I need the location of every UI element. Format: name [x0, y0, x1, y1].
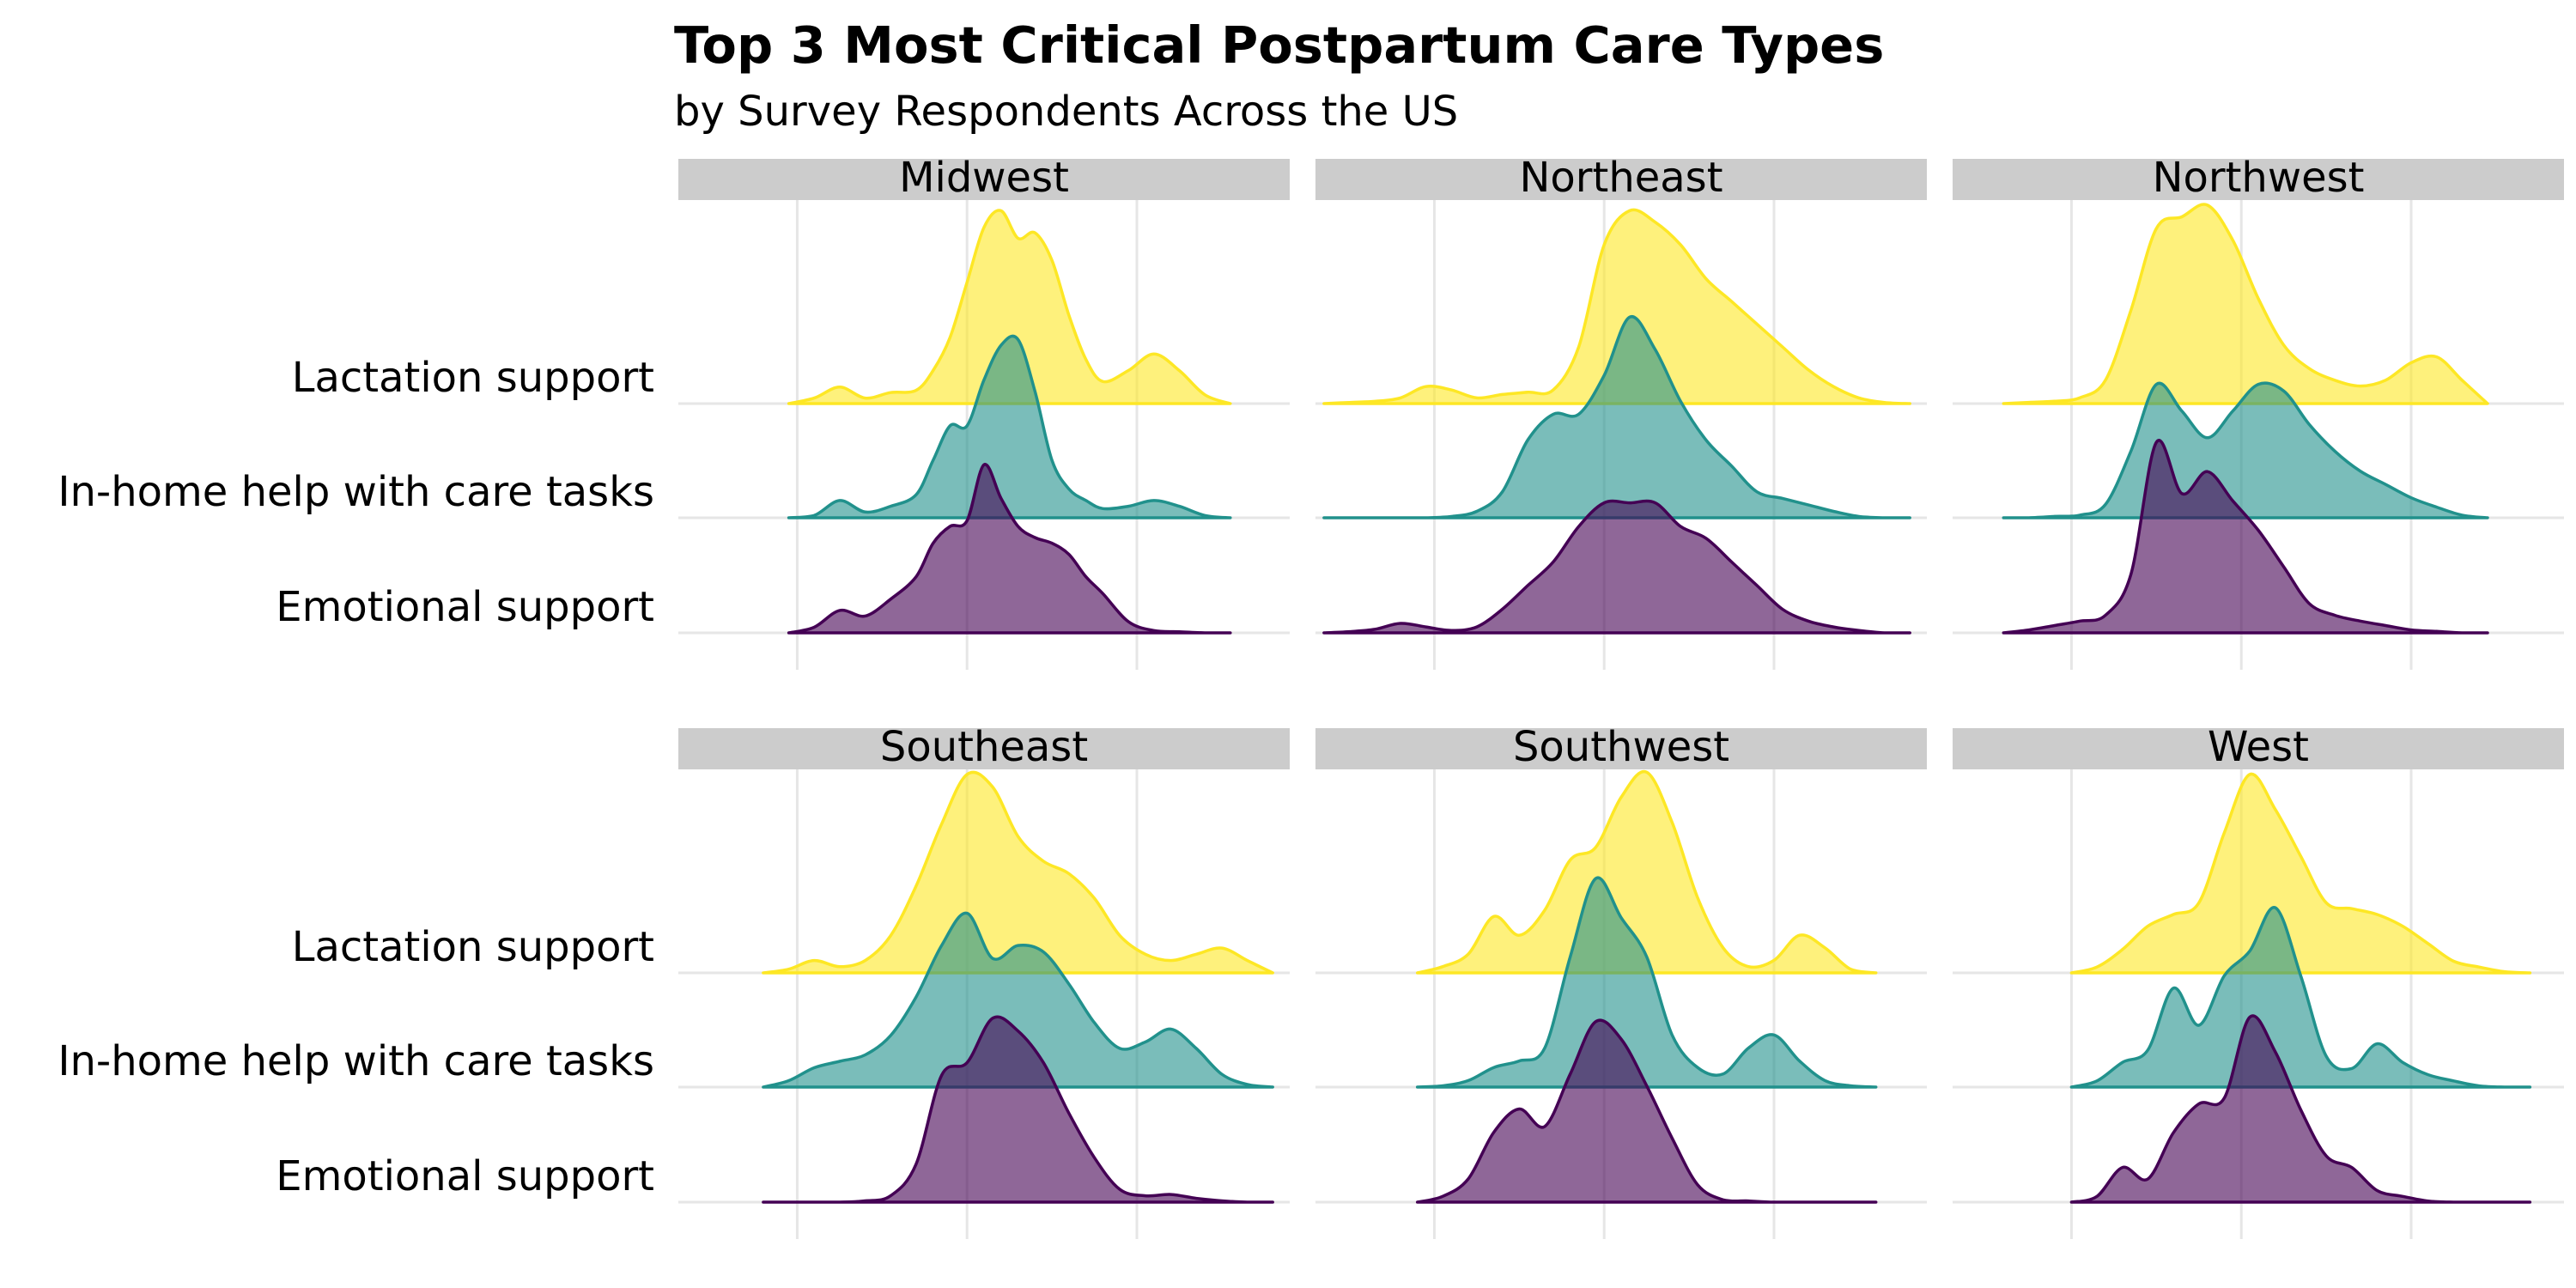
facet-strip-southeast	[678, 728, 1290, 769]
ridge-midwest-in-home-help	[787, 334, 1232, 519]
y-tick-label-lactation-support-row2: Lactation support	[292, 923, 654, 971]
ridge-southeast-in-home-help	[762, 911, 1274, 1089]
facet-strip-northwest	[1953, 159, 2564, 200]
facet-northeast: Northeast	[1315, 154, 1927, 670]
ridge-southeast-lactation-support	[762, 770, 1274, 975]
facet-southwest: Southwest	[1315, 723, 1927, 1239]
ridge-northwest-in-home-help	[2002, 381, 2489, 519]
chart-title: Top 3 Most Critical Postpartum Care Type…	[674, 15, 1885, 75]
facet-west: West	[1953, 723, 2564, 1239]
ridge-west-in-home-help	[2069, 906, 2532, 1089]
facet-label-midwest: Midwest	[899, 154, 1069, 202]
ridge-southeast-emotional-support	[762, 1015, 1274, 1204]
facet-label-northwest: Northwest	[2153, 154, 2365, 202]
facet-southeast: Southeast	[678, 723, 1290, 1239]
y-tick-label-in-home-help-row2: In-home help with care tasks	[58, 1037, 654, 1085]
y-tick-label-in-home-help-row1: In-home help with care tasks	[58, 468, 654, 516]
y-tick-label-lactation-support-row1: Lactation support	[292, 354, 654, 402]
ridge-west-lactation-support	[2069, 772, 2532, 975]
chart-subtitle: by Survey Respondents Across the US	[674, 88, 1459, 136]
facet-strip-midwest	[678, 159, 1290, 200]
ridge-northeast-lactation-support	[1322, 208, 1911, 405]
ridge-southwest-emotional-support	[1415, 1018, 1878, 1204]
ridge-northeast-in-home-help	[1322, 315, 1911, 519]
facet-strip-southwest	[1315, 728, 1927, 769]
facet-label-west: West	[2208, 723, 2309, 771]
facet-strip-northeast	[1315, 159, 1927, 200]
ridge-southwest-in-home-help	[1415, 876, 1878, 1089]
ridge-northwest-lactation-support	[2002, 203, 2489, 405]
ridge-northeast-emotional-support	[1322, 499, 1911, 635]
ridge-northwest-emotional-support	[2002, 439, 2489, 635]
facet-strip-west	[1953, 728, 2564, 769]
ridge-southwest-lactation-support	[1415, 769, 1878, 975]
facet-midwest: Midwest	[678, 154, 1290, 670]
facet-label-southwest: Southwest	[1513, 723, 1729, 771]
y-tick-label-emotional-support-row1: Emotional support	[276, 583, 654, 631]
facet-label-northeast: Northeast	[1519, 154, 1722, 202]
ridge-midwest-emotional-support	[787, 463, 1232, 635]
facet-label-southeast: Southeast	[880, 723, 1088, 771]
ridge-west-emotional-support	[2069, 1014, 2532, 1204]
y-tick-label-emotional-support-row2: Emotional support	[276, 1152, 654, 1200]
ridge-midwest-lactation-support	[787, 209, 1232, 405]
facet-northwest: Northwest	[1953, 154, 2564, 670]
